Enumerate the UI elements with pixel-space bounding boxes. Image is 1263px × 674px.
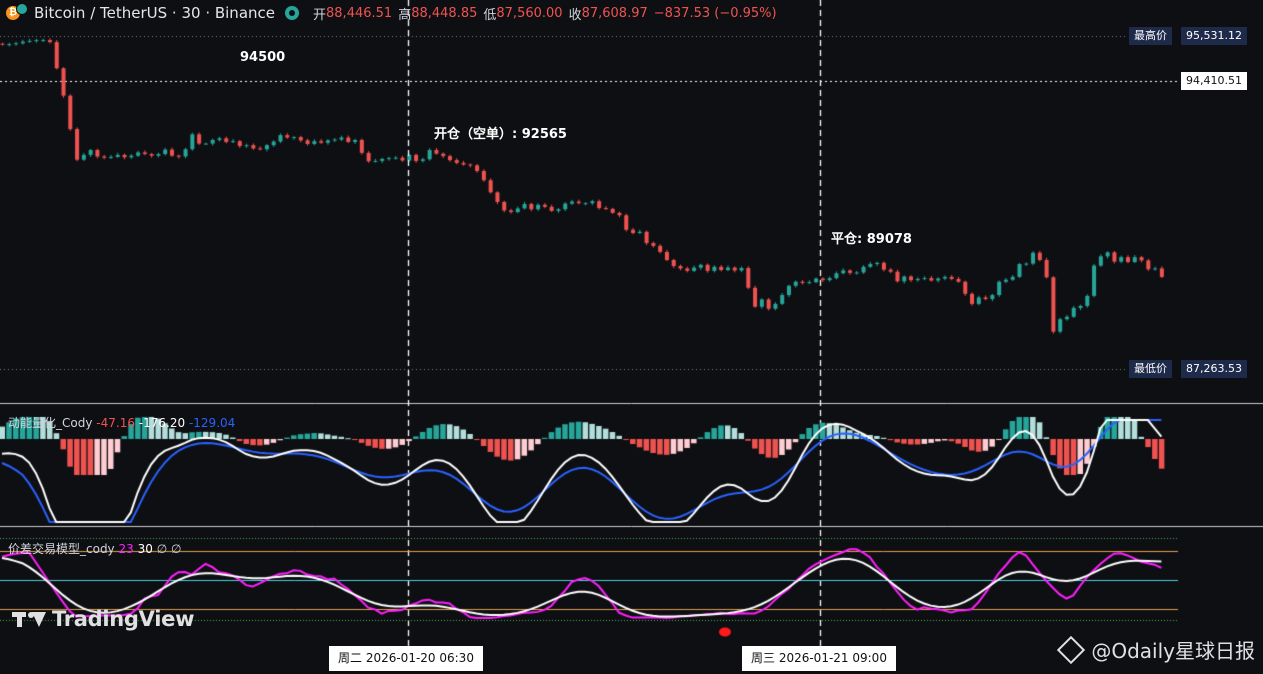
highest-price-value: 95,531.12 [1186, 29, 1242, 42]
low-value: 87,560.00 [496, 5, 563, 21]
lowest-price-value: 87,263.53 [1186, 362, 1242, 375]
symbol-title[interactable]: Bitcoin / TetherUS · 30 · Binance [34, 4, 275, 22]
tradingview-logo-icon [12, 609, 46, 629]
spread-param-3: ∅ [156, 542, 168, 556]
level-annotation: 94500 [240, 50, 286, 65]
chart-header: ₿ Bitcoin / TetherUS · 30 · Binance 开 88,… [6, 3, 777, 23]
crosshair-time-label-left: 周二 2026-01-20 06:30 [329, 646, 483, 671]
highest-price-label: 最高价 [1134, 29, 1167, 42]
lowest-price-badge: 最低价 [1129, 360, 1172, 378]
momentum-value-1: -47.16 [96, 416, 135, 430]
source-watermark: @Odaily星球日报 [1057, 635, 1255, 664]
open-label: 开 [313, 7, 327, 23]
market-status-icon[interactable] [285, 6, 299, 20]
high-label: 高 [398, 7, 412, 23]
high-value: 88,448.85 [411, 5, 478, 21]
spread-param-1: 23 [118, 542, 134, 556]
highest-price-badge: 最高价 [1129, 27, 1172, 45]
spread-param-2: 30 [137, 542, 153, 556]
current-price-badge: 94,410.51 [1181, 72, 1247, 90]
close-label: 收 [568, 7, 582, 23]
crosshair-time-label-right: 周三 2026-01-21 09:00 [742, 646, 896, 671]
open-short-annotation: 开仓（空单）: 92565 [434, 127, 567, 142]
highest-price-value-badge: 95,531.12 [1181, 27, 1247, 45]
momentum-indicator-name: 动能量化_Cody [8, 416, 93, 430]
tradingview-logo-text: TradingView [52, 607, 195, 631]
current-price-value: 94,410.51 [1186, 74, 1242, 87]
close-value: 87,608.97 [581, 5, 648, 21]
low-label: 低 [483, 7, 497, 23]
close-position-annotation: 平仓: 89078 [831, 232, 912, 247]
lowest-price-label: 最低价 [1134, 362, 1167, 375]
open-value: 88,446.51 [326, 5, 393, 21]
momentum-value-2: -176.20 [138, 416, 186, 430]
tradingview-logo: TradingView [12, 607, 194, 631]
lowest-price-value-badge: 87,263.53 [1181, 360, 1247, 378]
momentum-indicator-legend[interactable]: 动能量化_Cody -47.16 -176.20 -129.04 [8, 414, 235, 431]
spread-param-4: ∅ [171, 542, 182, 556]
watermark-text: @Odaily星球日报 [1091, 639, 1255, 663]
odaily-icon [1057, 635, 1086, 664]
spread-indicator-legend[interactable]: 价差交易模型_cody 23 30 ∅ ∅ [8, 540, 181, 557]
momentum-value-3: -129.04 [188, 416, 236, 430]
spread-indicator-name: 价差交易模型_cody [8, 542, 115, 556]
tether-icon [16, 3, 28, 15]
change-value: −837.53 (−0.95%) [653, 5, 777, 21]
